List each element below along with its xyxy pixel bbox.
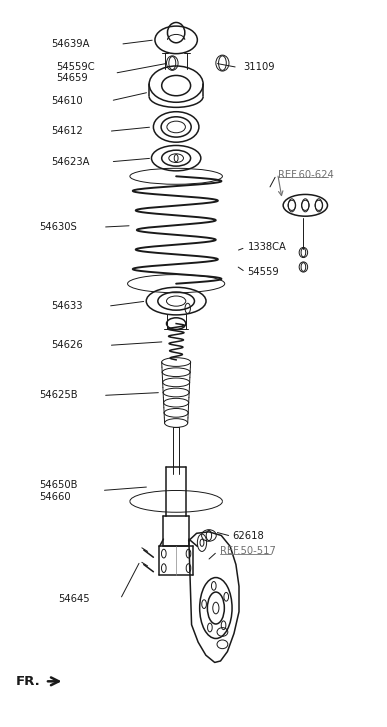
Text: 1338CA: 1338CA	[247, 242, 286, 252]
Text: 54645: 54645	[58, 595, 90, 604]
Text: 54633: 54633	[51, 301, 82, 311]
Text: 54559C: 54559C	[57, 63, 95, 73]
Text: REF.50-517: REF.50-517	[221, 547, 276, 556]
Text: 54639A: 54639A	[51, 39, 89, 49]
Text: 54623A: 54623A	[51, 157, 89, 166]
Text: 54559: 54559	[247, 267, 279, 277]
Text: 54612: 54612	[51, 126, 82, 136]
Text: 54659: 54659	[57, 73, 88, 84]
Text: 31109: 31109	[244, 63, 275, 73]
Text: 54650B: 54650B	[39, 480, 78, 490]
Text: 54630S: 54630S	[39, 222, 77, 232]
Text: 54625B: 54625B	[39, 390, 78, 401]
Text: 54626: 54626	[51, 340, 82, 350]
Text: 54660: 54660	[39, 492, 71, 502]
Text: REF.60-624: REF.60-624	[278, 170, 334, 180]
Text: 54610: 54610	[51, 96, 82, 106]
Text: FR.: FR.	[16, 675, 41, 688]
Text: 62618: 62618	[232, 531, 264, 541]
